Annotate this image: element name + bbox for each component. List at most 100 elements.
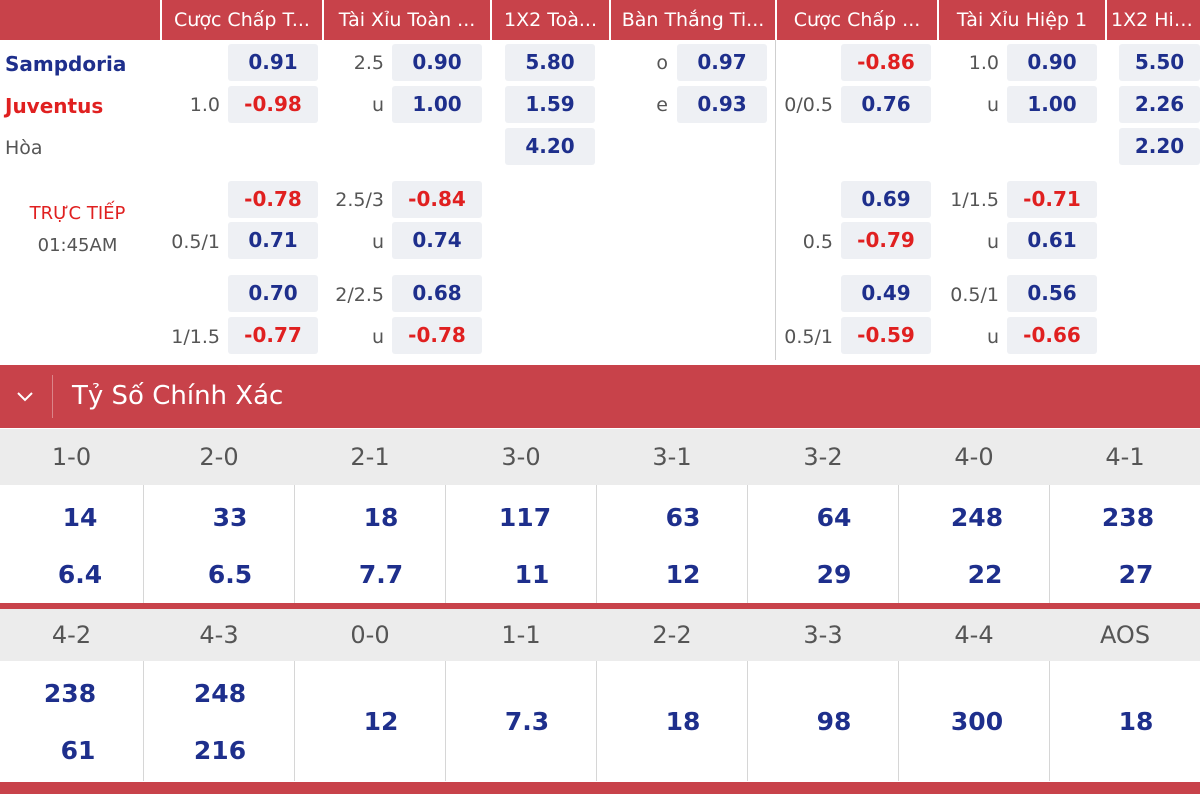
score-odds-away[interactable]: 7.7 [358, 560, 404, 589]
alt1-h1-under-label: u [986, 231, 999, 253]
header-odd-even[interactable]: Bàn Thắng Ti... [611, 0, 775, 40]
alt1-h1-hdp-line: 0.5 [802, 231, 833, 253]
score-label: 4-2 [51, 621, 92, 649]
odds-odd[interactable]: 0.97 [677, 44, 767, 81]
score-odds-single[interactable]: 7.3 [504, 707, 550, 736]
odds-alt1-ft-over[interactable]: -0.84 [392, 181, 482, 218]
alt2-ft-ou-line: 2/2.5 [335, 284, 384, 306]
odds-h1-1x2-home[interactable]: 5.50 [1119, 44, 1200, 81]
score-odds-single[interactable]: 18 [665, 707, 701, 736]
header-h1-1x2[interactable]: 1X2 Hiệ... [1107, 0, 1200, 40]
odds-ft-1x2-draw[interactable]: 4.20 [505, 128, 595, 165]
score-odds-row-2: 238 61 248 216 12 7.3 18 98 300 18 [0, 661, 1200, 781]
odds-h1-hdp-away[interactable]: 0.76 [841, 86, 931, 123]
score-odds-away[interactable]: 6.4 [57, 560, 103, 589]
odds-even[interactable]: 0.93 [677, 86, 767, 123]
score-odds-home[interactable]: 117 [498, 503, 552, 532]
score-odds-home[interactable]: 18 [363, 503, 399, 532]
alt2-ft-hdp-line: 1/1.5 [171, 326, 220, 348]
odds-h1-under[interactable]: 1.00 [1007, 86, 1097, 123]
score-odds-away[interactable]: 12 [665, 560, 701, 589]
odds-ft-hdp-away[interactable]: -0.98 [228, 86, 318, 123]
home-team: Sampdoria [5, 52, 127, 76]
score-odds-home[interactable]: 64 [816, 503, 852, 532]
score-odds-home[interactable]: 14 [62, 503, 98, 532]
row-separator [0, 782, 1200, 794]
score-odds-home[interactable]: 248 [193, 679, 247, 708]
odds-alt1-ft-under[interactable]: 0.74 [392, 222, 482, 259]
score-odds-home[interactable]: 33 [212, 503, 248, 532]
odds-alt2-h1-under[interactable]: -0.66 [1007, 317, 1097, 354]
odds-ft-over[interactable]: 0.90 [392, 44, 482, 81]
alt1-ft-under-label: u [371, 231, 384, 253]
score-label: 0-0 [350, 621, 390, 649]
header-ft-over-under[interactable]: Tài Xỉu Toàn ... [324, 0, 490, 40]
odds-ft-hdp-home[interactable]: 0.91 [228, 44, 318, 81]
correct-score-bar: Tỷ Số Chính Xác [0, 365, 1200, 428]
odds-alt2-ft-over[interactable]: 0.68 [392, 275, 482, 312]
col-divider [596, 661, 597, 781]
score-odds-row-1: 14 6.4 33 6.5 18 7.7 117 11 63 12 64 29 … [0, 485, 1200, 603]
odds-alt1-h1-hdp-away[interactable]: -0.79 [841, 222, 931, 259]
score-odds-single[interactable]: 18 [1118, 707, 1154, 736]
odds-alt1-h1-over[interactable]: -0.71 [1007, 181, 1097, 218]
ft-hdp-line: 1.0 [189, 94, 220, 116]
odds-ft-under[interactable]: 1.00 [392, 86, 482, 123]
header-h1-handicap[interactable]: Cược Chấp ... [777, 0, 937, 40]
alt1-ft-ou-line: 2.5/3 [335, 189, 384, 211]
score-odds-home[interactable]: 63 [665, 503, 701, 532]
header-h1-over-under[interactable]: Tài Xỉu Hiệp 1 [939, 0, 1105, 40]
col-divider [1049, 485, 1050, 603]
score-odds-away[interactable]: 6.5 [207, 560, 253, 589]
score-label: 3-1 [652, 443, 692, 471]
score-odds-away[interactable]: 22 [967, 560, 1003, 589]
score-label: 1-1 [501, 621, 541, 649]
score-label: 4-4 [954, 621, 994, 649]
col-divider [596, 485, 597, 603]
alt2-h1-hdp-line: 0.5/1 [784, 326, 833, 348]
score-odds-away[interactable]: 27 [1118, 560, 1154, 589]
odds-alt2-ft-hdp-home[interactable]: 0.70 [228, 275, 318, 312]
alt1-h1-ou-line: 1/1.5 [950, 189, 999, 211]
score-odds-home[interactable]: 238 [1101, 503, 1155, 532]
header-spacer [0, 0, 160, 40]
header-ft-handicap[interactable]: Cược Chấp T... [162, 0, 322, 40]
col-divider [747, 661, 748, 781]
odds-ft-1x2-home[interactable]: 5.80 [505, 44, 595, 81]
score-odds-away[interactable]: 216 [193, 736, 247, 765]
score-odds-home[interactable]: 238 [43, 679, 97, 708]
score-odds-single[interactable]: 12 [363, 707, 399, 736]
score-label: 2-0 [199, 443, 239, 471]
odds-h1-1x2-away[interactable]: 2.26 [1119, 86, 1200, 123]
score-label: 3-2 [803, 443, 843, 471]
odds-h1-over[interactable]: 0.90 [1007, 44, 1097, 81]
chevron-down-icon[interactable] [0, 365, 52, 428]
odds-alt2-ft-hdp-away[interactable]: -0.77 [228, 317, 318, 354]
col-divider [898, 661, 899, 781]
odds-ft-1x2-away[interactable]: 1.59 [505, 86, 595, 123]
score-label: 4-1 [1105, 443, 1145, 471]
score-odds-single[interactable]: 98 [816, 707, 852, 736]
h1-hdp-line: 0/0.5 [784, 94, 833, 116]
odds-alt2-h1-hdp-home[interactable]: 0.49 [841, 275, 931, 312]
col-divider [1049, 661, 1050, 781]
odd-label: o [656, 52, 668, 74]
score-header-row-2: 4-2 4-3 0-0 1-1 2-2 3-3 4-4 AOS [0, 609, 1200, 661]
odds-alt2-h1-hdp-away[interactable]: -0.59 [841, 317, 931, 354]
score-odds-away[interactable]: 11 [514, 560, 550, 589]
odds-h1-1x2-draw[interactable]: 2.20 [1119, 128, 1200, 165]
row-separator [0, 603, 1200, 609]
score-odds-home[interactable]: 248 [950, 503, 1004, 532]
odds-alt1-h1-under[interactable]: 0.61 [1007, 222, 1097, 259]
header-ft-1x2[interactable]: 1X2 Toà... [492, 0, 609, 40]
odds-alt1-ft-hdp-away[interactable]: 0.71 [228, 222, 318, 259]
odds-alt2-ft-under[interactable]: -0.78 [392, 317, 482, 354]
odds-alt1-h1-hdp-home[interactable]: 0.69 [841, 181, 931, 218]
score-odds-single[interactable]: 300 [950, 707, 1004, 736]
odds-h1-hdp-home[interactable]: -0.86 [841, 44, 931, 81]
alt2-ft-under-label: u [371, 326, 384, 348]
odds-alt2-h1-over[interactable]: 0.56 [1007, 275, 1097, 312]
odds-alt1-ft-hdp-home[interactable]: -0.78 [228, 181, 318, 218]
score-odds-away[interactable]: 61 [60, 736, 96, 765]
score-odds-away[interactable]: 29 [816, 560, 852, 589]
